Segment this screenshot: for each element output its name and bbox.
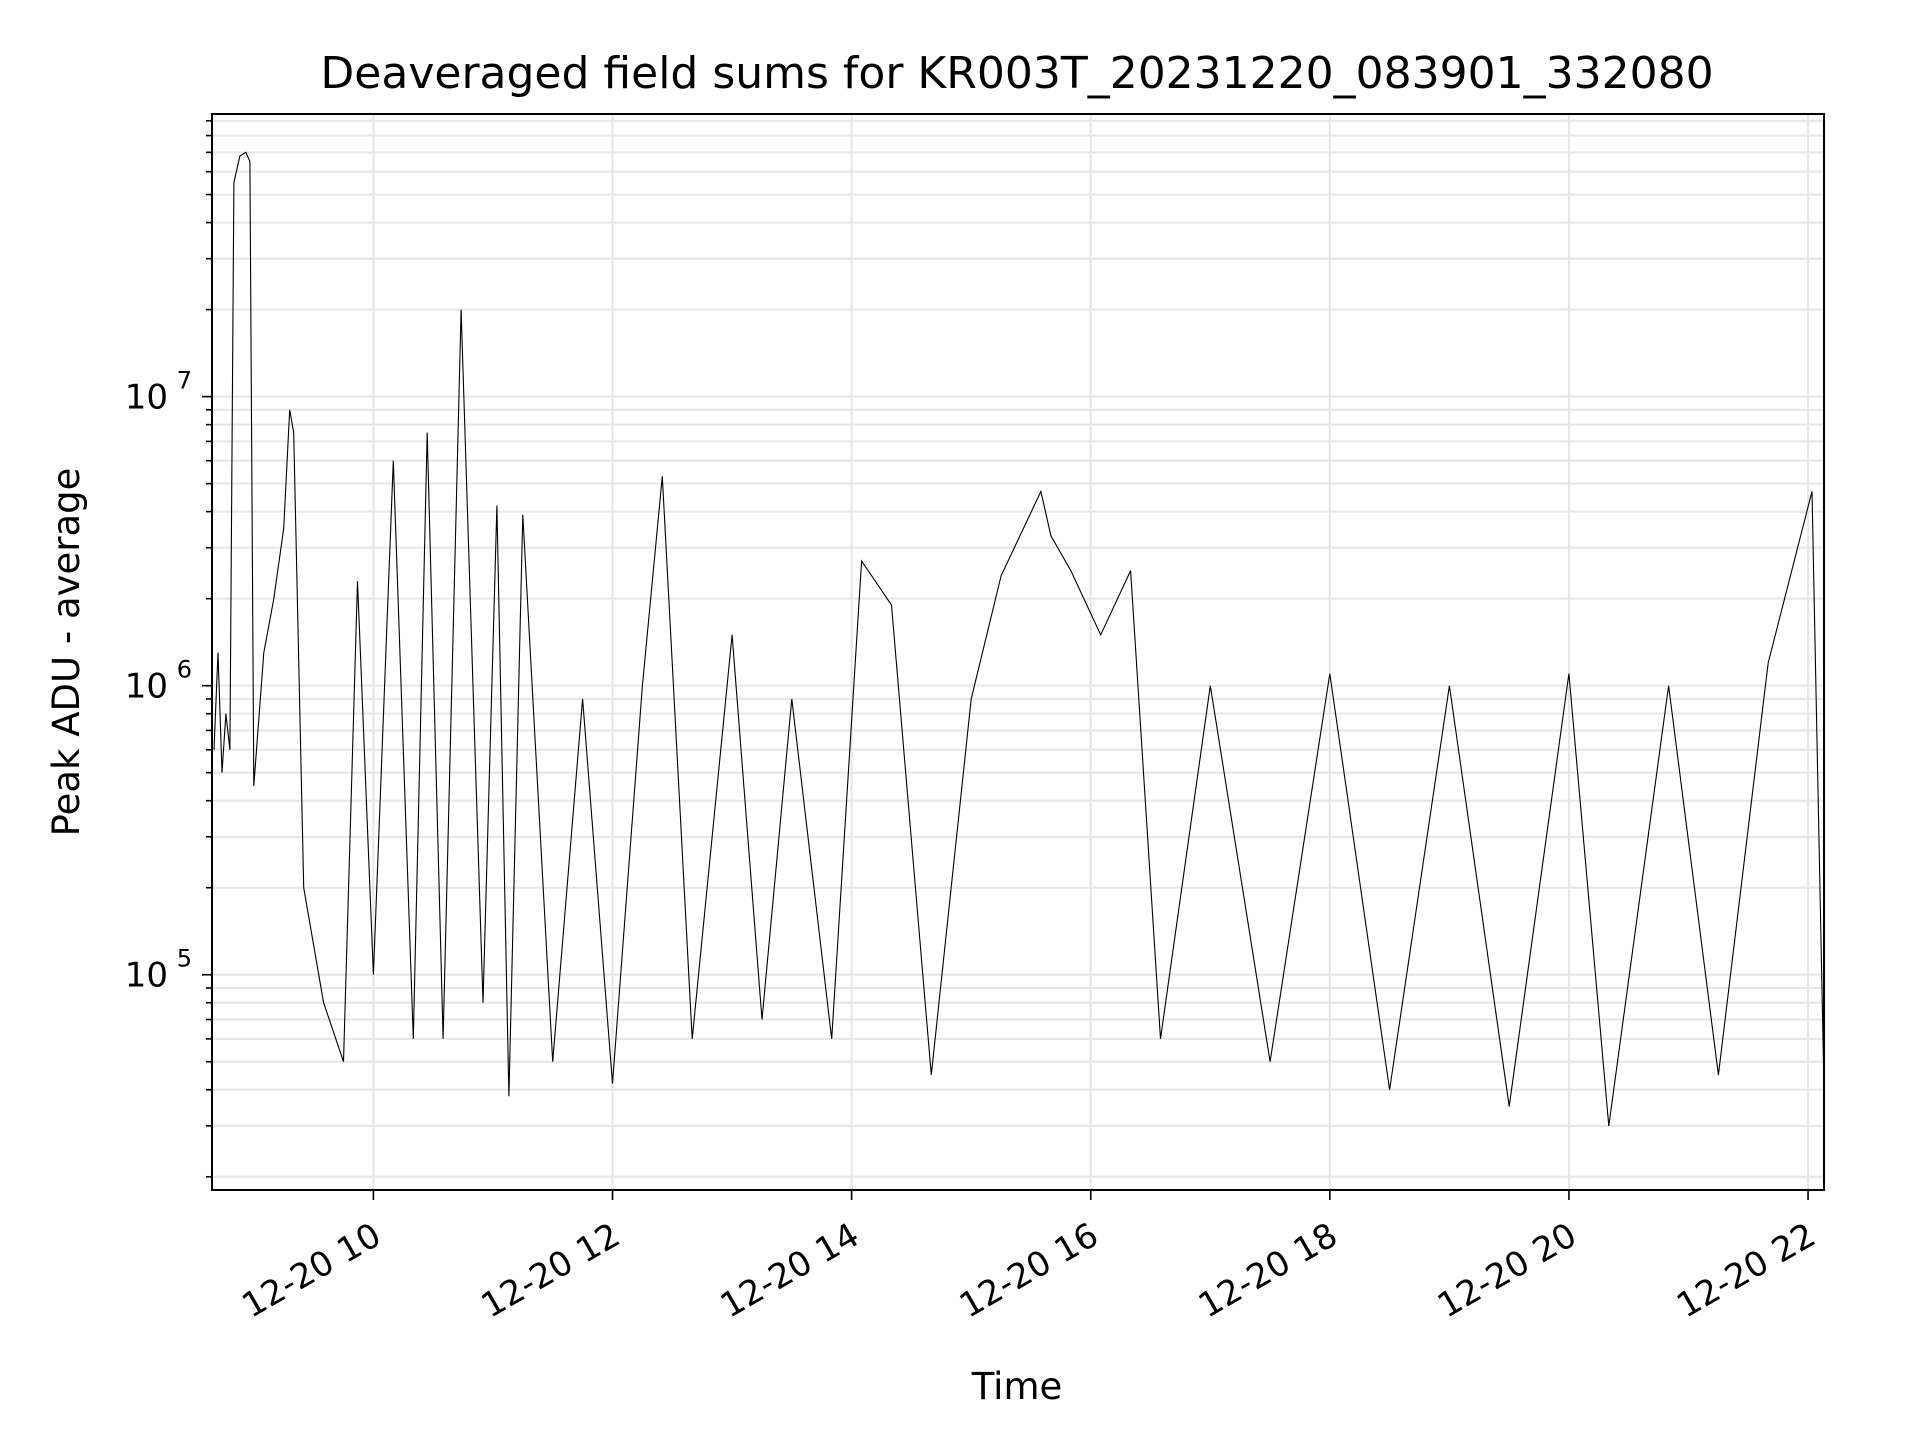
data-series-line [213,151,1825,1140]
x-tick-label: 12-20 12 [475,1215,627,1326]
x-tick-label: 12-20 20 [1431,1215,1583,1326]
y-axis-label: Peak ADU - average [45,468,88,837]
y-axis-ticks: 10 5 10 6 10 7 [125,119,212,1178]
x-tick-label: 12-20 16 [953,1215,1105,1326]
x-tick-label: 12-20 22 [1670,1215,1822,1326]
x-axis-label: Time [971,1365,1063,1408]
y-tick-exponent: 5 [177,945,192,973]
major-gridlines [212,114,1824,1190]
y-tick-label: 10 [125,378,168,418]
x-tick-label: 12-20 18 [1192,1215,1344,1326]
plot-frame [211,113,1825,1191]
x-axis-ticks: 12-20 10 12-20 12 12-20 14 12-20 16 12-20 18… [236,1190,1823,1326]
y-tick-exponent: 7 [177,367,192,395]
x-tick-label: 12-20 14 [714,1215,866,1326]
x-tick-label: 12-20 10 [236,1215,388,1326]
minor-gridlines [212,119,1824,1178]
y-tick-label: 10 [125,956,168,996]
y-tick-label: 10 [125,667,168,707]
chart-title: Deaveraged field sums for KR003T_2023122… [320,48,1713,99]
y-tick-exponent: 6 [177,656,192,684]
